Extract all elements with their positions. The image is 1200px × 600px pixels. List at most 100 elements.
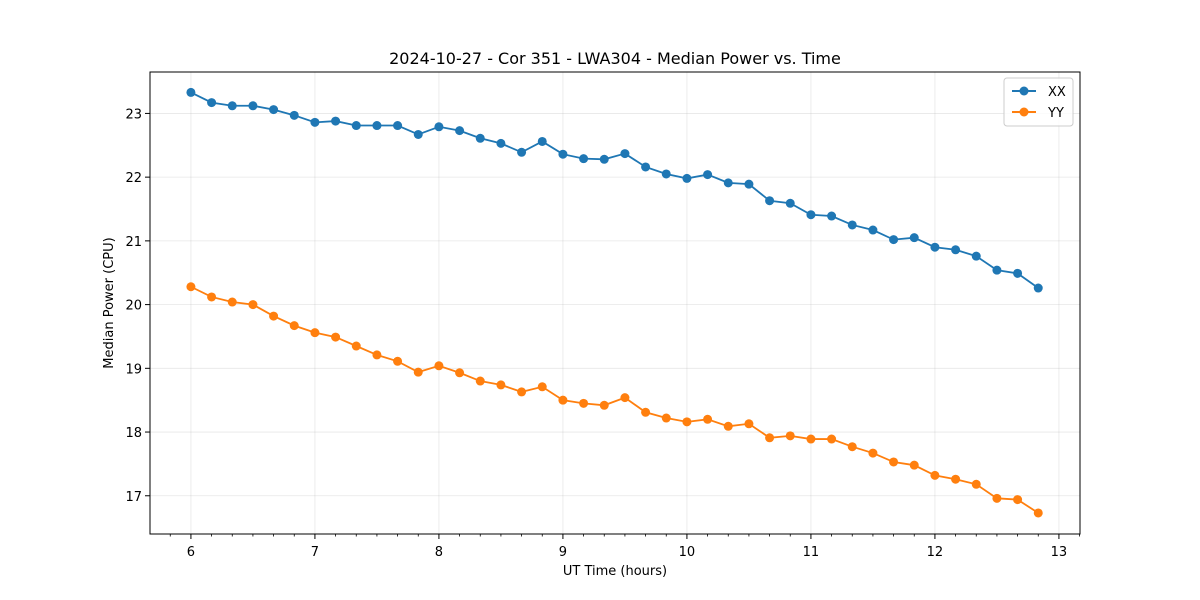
data-point-xx [434, 122, 444, 132]
data-point-yy [331, 332, 341, 342]
data-point-yy [765, 433, 775, 443]
data-point-xx [558, 149, 568, 159]
data-point-yy [227, 297, 237, 307]
data-point-xx [806, 210, 816, 220]
data-point-xx [248, 101, 258, 111]
data-point-xx [289, 110, 299, 120]
data-point-yy [496, 380, 506, 390]
data-point-xx [537, 136, 547, 146]
x-tick-label: 8 [435, 545, 443, 560]
data-point-yy [599, 400, 609, 410]
data-point-xx [579, 154, 589, 164]
data-point-xx [971, 251, 981, 261]
data-point-yy [558, 395, 568, 405]
data-point-xx [455, 126, 465, 136]
data-point-xx [413, 129, 423, 139]
data-point-yy [951, 474, 961, 484]
data-point-xx [207, 98, 217, 108]
x-axis-label: UT Time (hours) [563, 564, 667, 579]
data-point-xx [930, 242, 940, 252]
data-point-yy [723, 421, 733, 431]
data-point-xx [599, 154, 609, 164]
y-tick-label: 22 [125, 171, 142, 186]
x-axis-ticks: 6 7 8 9 10 11 12 13 [169, 534, 1080, 560]
data-point-xx [951, 245, 961, 255]
data-point-yy [372, 350, 382, 360]
legend-label-xx: XX [1048, 85, 1066, 100]
data-point-yy [827, 434, 837, 444]
data-point-xx [827, 211, 837, 221]
y-tick-label: 20 [125, 299, 142, 314]
data-point-xx [620, 149, 630, 159]
data-point-yy [413, 367, 423, 377]
data-point-yy [269, 311, 279, 321]
data-point-yy [868, 448, 878, 458]
data-point-yy [537, 382, 547, 392]
x-tick-label: 13 [1051, 545, 1068, 560]
legend-label-yy: YY [1047, 106, 1064, 121]
data-point-xx [310, 117, 320, 127]
data-point-yy [992, 493, 1002, 503]
data-point-xx [1013, 268, 1023, 278]
data-point-xx [909, 233, 919, 243]
y-tick-label: 19 [125, 362, 142, 377]
data-point-yy [744, 419, 754, 429]
series-layer [186, 87, 1043, 518]
data-point-xx [661, 169, 671, 179]
data-point-xx [765, 196, 775, 206]
data-point-yy [393, 356, 403, 366]
data-point-xx [351, 121, 361, 131]
data-point-yy [971, 479, 981, 489]
data-point-xx [393, 121, 403, 131]
data-point-yy [930, 470, 940, 480]
data-point-yy [682, 417, 692, 427]
data-point-xx [372, 121, 382, 131]
data-point-xx [847, 220, 857, 230]
data-point-yy [1033, 508, 1043, 518]
data-point-xx [1033, 283, 1043, 293]
plot-frame [149, 71, 1081, 535]
data-point-xx [682, 173, 692, 183]
data-point-xx [744, 179, 754, 189]
data-point-xx [723, 178, 733, 188]
y-axis-ticks: 17 18 19 20 21 22 23 [125, 107, 150, 505]
data-point-yy [661, 413, 671, 423]
grid [150, 72, 1080, 534]
y-tick-label: 17 [125, 490, 142, 505]
data-point-xx [703, 170, 713, 180]
data-point-xx [868, 225, 878, 235]
data-point-yy [351, 341, 361, 351]
data-point-yy [703, 414, 713, 424]
data-point-yy [186, 282, 196, 292]
data-point-xx [641, 162, 651, 172]
y-axis-label: Median Power (CPU) [102, 237, 117, 368]
data-point-yy [785, 431, 795, 441]
chart-title: 2024-10-27 - Cor 351 - LWA304 - Median P… [389, 49, 841, 68]
data-point-yy [289, 321, 299, 331]
x-tick-label: 6 [187, 545, 195, 560]
data-point-yy [310, 328, 320, 338]
data-point-yy [517, 387, 527, 397]
data-point-yy [248, 300, 258, 310]
x-tick-label: 9 [559, 545, 567, 560]
x-tick-label: 10 [679, 545, 696, 560]
legend: XX YY [1003, 77, 1074, 127]
data-point-xx [475, 133, 485, 143]
data-point-yy [847, 442, 857, 452]
data-point-xx [517, 147, 527, 157]
data-point-xx [992, 265, 1002, 275]
y-tick-label: 21 [125, 235, 142, 250]
data-point-xx [785, 198, 795, 208]
legend-marker-xx [1019, 86, 1029, 96]
y-tick-label: 18 [125, 426, 142, 441]
data-point-xx [496, 138, 506, 148]
data-point-yy [207, 292, 217, 302]
x-tick-label: 11 [803, 545, 820, 560]
data-point-xx [186, 87, 196, 97]
data-point-yy [1013, 495, 1023, 505]
x-tick-label: 7 [311, 545, 319, 560]
data-point-yy [455, 368, 465, 378]
data-point-yy [909, 460, 919, 470]
data-point-xx [227, 101, 237, 111]
